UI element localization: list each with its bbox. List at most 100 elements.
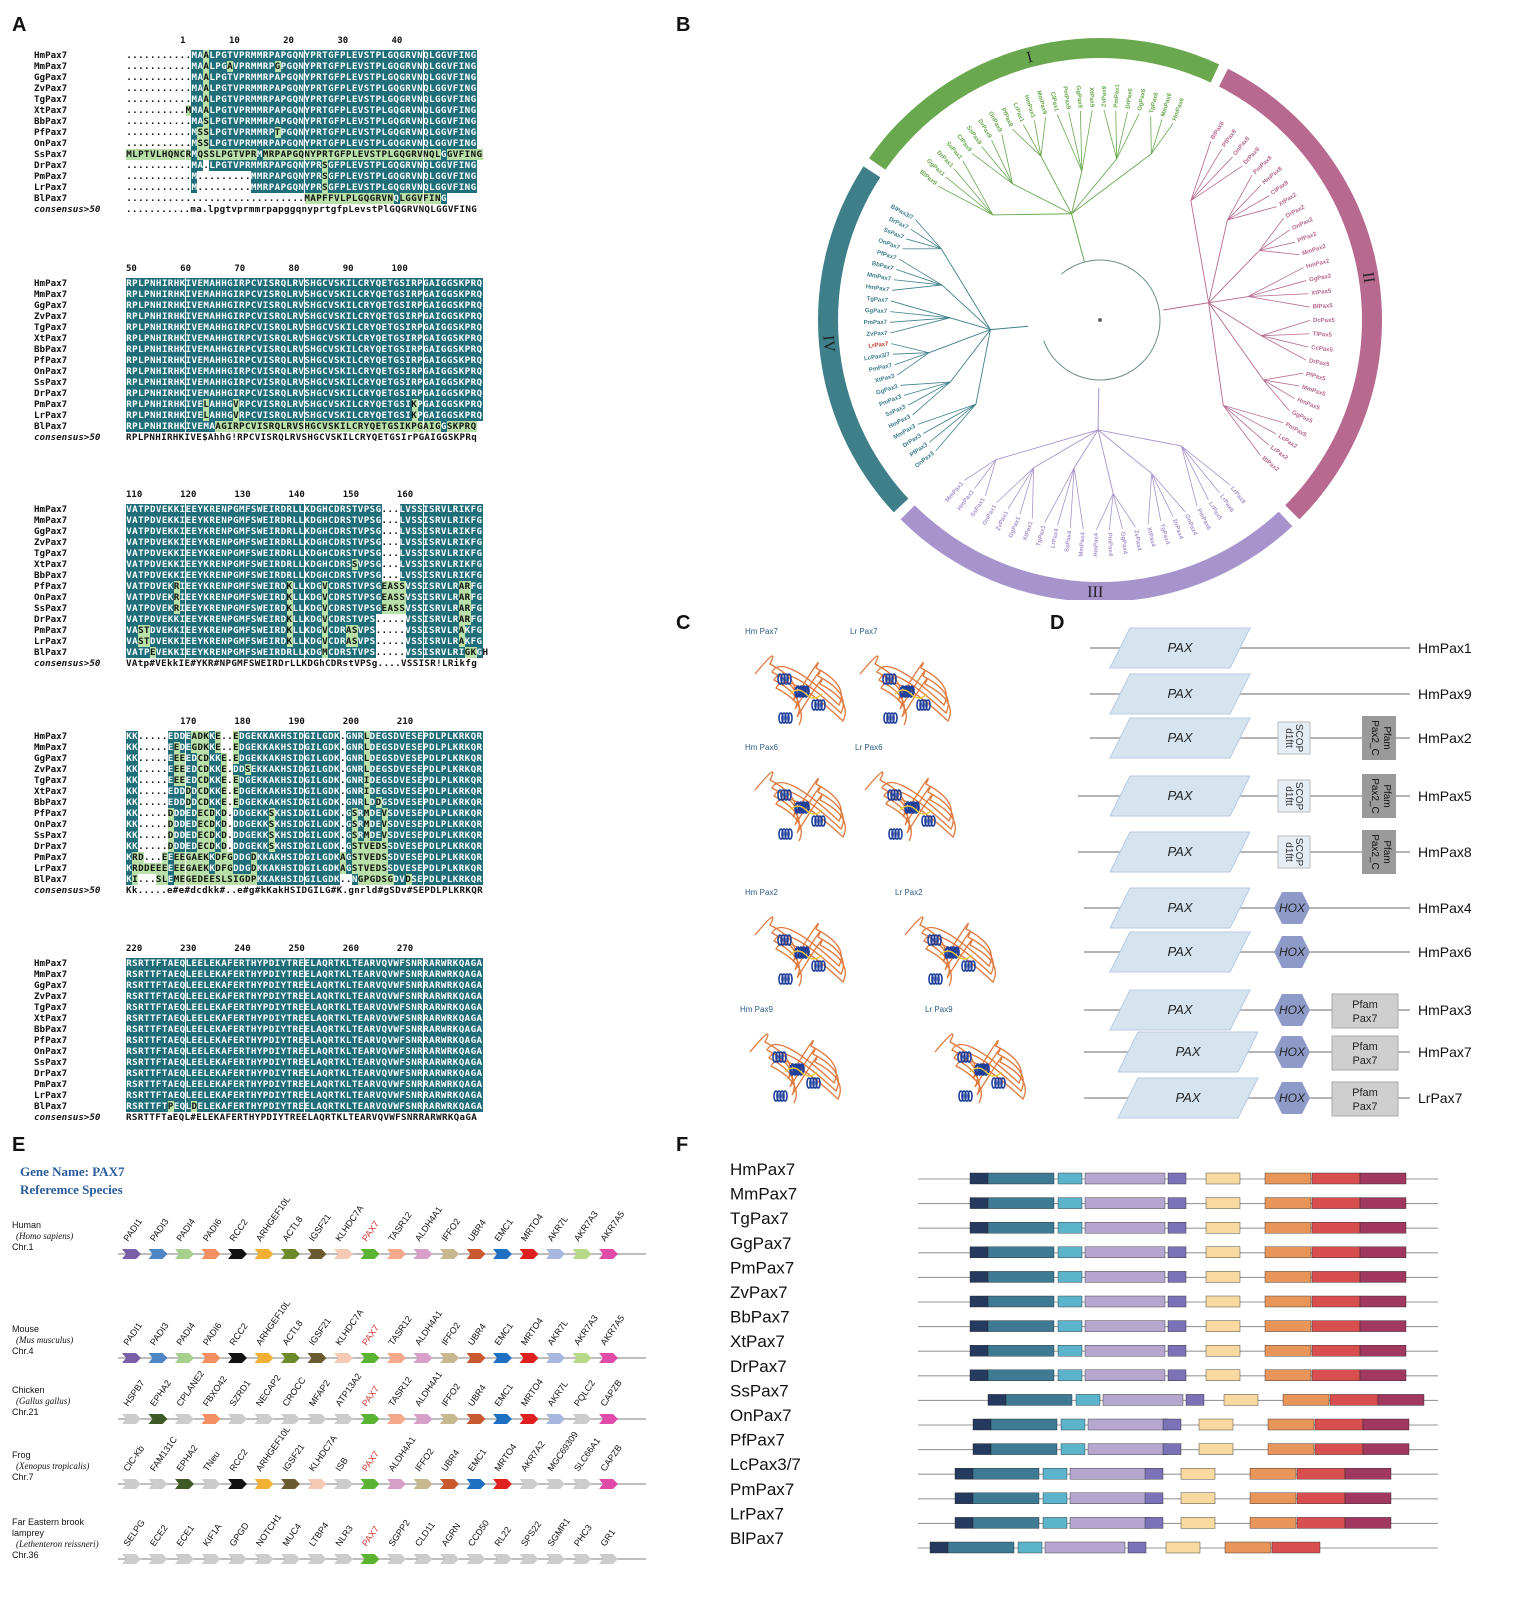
tree-branch <box>1261 335 1307 361</box>
gene-label: UBR4 <box>439 1448 461 1473</box>
sequence-text: RPLPNHIRHKIVELAHHGVRPCVISRQLRVSHGCVSKILC… <box>126 399 483 410</box>
motif-block <box>1084 1344 1166 1357</box>
gene-label: ECE1 <box>174 1523 196 1548</box>
gene-arrow <box>122 1249 141 1259</box>
coil-trace <box>934 1033 1026 1104</box>
gene-arrow <box>254 1414 274 1424</box>
alignment-row: SsPax7 RSRTTFTAEQLEELEKAFERTHYPDIYTREELAQ… <box>30 1057 630 1068</box>
alignment-row: MmPax7 RPLPNHIRHKIVEMAHHGIRPCVISRQLRVSHGC… <box>30 289 630 300</box>
protein-name-label: HmPax2 <box>1418 730 1472 746</box>
gene-label: UBR4 <box>466 1322 488 1347</box>
sequence-text: RPLPNHIRHKIVEMAHHGIRPCVISRQLRVSHGCVSKILC… <box>126 377 483 388</box>
motif-block <box>969 1221 989 1234</box>
alignment-row: PmPax7 KRD...EEEEGAEKKDFGDDGDKKAKHSIDGILG… <box>30 852 630 863</box>
gene-label: PADI1 <box>121 1217 144 1243</box>
alignment-row: SsPax7 RPLPNHIRHKIVEMAHHGIRPCVISRQLRVSHGC… <box>30 377 630 388</box>
alignment-ruler: 110 120 130 140 150 160 <box>126 490 414 500</box>
helix-segment <box>783 673 789 685</box>
protein-structure-image <box>749 1033 841 1104</box>
gene-arrow <box>360 1554 380 1564</box>
motif-block <box>1057 1320 1083 1332</box>
species-label: HmPax7 <box>34 278 68 289</box>
motif-block <box>1057 1369 1083 1382</box>
motif-block <box>969 1271 989 1283</box>
species-label: PfPax7 <box>34 1035 68 1046</box>
alignment-row: OnPax7 RPLPNHIRHKIVEMAHHGIRPCVISRQLRVSHGC… <box>30 366 630 377</box>
alignment-row: TgPax7 RPLPNHIRHKIVEMAHHGIRPCVISRQLRVSHGC… <box>30 322 630 333</box>
motif-row: XtPax7 <box>730 1332 1438 1357</box>
gene-label: EMC1 <box>492 1217 515 1243</box>
sequence-text: KI...SLEMEGEDEESLSIGDPKKAKHSIDGILGDK..NG… <box>126 874 483 885</box>
sequence-text: ...........MSSLPGTVPRMMRPTPGQNYPRTGFPLEV… <box>126 127 477 138</box>
motif-block <box>1180 1468 1216 1480</box>
tree-leaf-label: BlPax9 <box>918 170 938 188</box>
tree-branch <box>896 268 942 286</box>
species-label: XtPax7 <box>34 333 68 344</box>
gene-arrow <box>546 1249 565 1259</box>
gene-label: AKR7A5 <box>598 1313 626 1347</box>
gene-label: SGPP2 <box>386 1518 411 1548</box>
helix-segment <box>984 1063 990 1075</box>
motif-block <box>1057 1172 1083 1185</box>
tree-branch <box>1208 302 1264 381</box>
motif-block <box>1359 1344 1407 1357</box>
tree-leaf-label: CcPax5 <box>1311 345 1334 354</box>
motif-block <box>1069 1517 1151 1529</box>
motif-block <box>987 1172 1055 1185</box>
alignment-ruler: 1 10 20 30 40 <box>126 36 403 46</box>
consensus-label: consensus>50 <box>34 1112 101 1123</box>
pfam-domain <box>1362 774 1396 818</box>
motif-block <box>1084 1221 1166 1234</box>
species-latin-name: (Mus musculus) <box>16 1335 73 1345</box>
scop-domain <box>1277 835 1311 869</box>
tree-branch <box>1097 429 1182 447</box>
pax-domain-label: PAX <box>1167 900 1193 915</box>
motif-block <box>1344 1492 1392 1504</box>
gene-arrow <box>175 1479 194 1489</box>
helix-segment <box>909 685 915 697</box>
species-label: TgPax7 <box>34 1002 68 1013</box>
motif-block <box>1162 1443 1182 1455</box>
scop-domain-label: d1ftt <box>1283 728 1294 748</box>
gene-arrow <box>413 1249 433 1259</box>
motif-block <box>987 1394 1007 1406</box>
gene-arrow <box>307 1353 327 1363</box>
helix-segment <box>961 960 967 972</box>
alignment-row: XtPax7 RPLPNHIRHKIVEMAHHGIRPCVISRQLRVSHGC… <box>30 333 630 344</box>
structure-label: Hm Pax7 <box>745 627 778 636</box>
gene-label: PAX7 <box>360 1384 381 1408</box>
helix-segment <box>787 973 793 985</box>
gene-arrow <box>440 1249 459 1259</box>
gene-arrow <box>360 1353 380 1363</box>
helix-segment <box>806 1077 812 1089</box>
tree-leaf-label: ZvPax1 <box>995 510 1010 532</box>
structure-label: Lr Pax6 <box>855 743 883 752</box>
gene-arrow <box>413 1414 433 1424</box>
alignment-row: OnPax7 RSRTTFTAEQLEELEKAFERTHYPDIYTREELAQ… <box>30 1046 630 1057</box>
tree-branch <box>941 284 991 330</box>
clade-arc-IV <box>818 166 909 513</box>
strand-trace <box>784 1067 818 1077</box>
tree-leaf-label: LcPax2 <box>1277 434 1298 451</box>
alignment-ruler: 170 180 190 200 210 <box>126 717 414 727</box>
gene-arrow <box>599 1479 618 1489</box>
protein-structure-image <box>904 916 996 987</box>
tree-branch <box>1208 219 1228 303</box>
helix-segment <box>928 973 934 985</box>
pax-domain <box>1109 931 1251 973</box>
helix-segment <box>997 1077 1003 1089</box>
motif-block <box>1205 1369 1241 1382</box>
helix-segment <box>914 801 920 813</box>
helix-segment <box>925 699 931 711</box>
consensus-sequence: VAtp#VEkkIE#YKR#NPGMFSWEIRDrLLKDGhCDRstV… <box>126 658 478 669</box>
tree-leaf-label: PmPax6 <box>1195 508 1211 532</box>
consensus-sequence: RPLPNHIRHKIVE$AhhG!RPCVISRQLRVSHGCVSKILC… <box>126 432 478 443</box>
tree-leaf-label: BlPax5 <box>1312 303 1333 310</box>
sequence-text: ...........M.........MMRPAPGQNYPRSGFPLEV… <box>126 171 477 182</box>
tree-branch <box>923 403 977 434</box>
gene-label: RCC2 <box>227 1217 249 1243</box>
helix-segment <box>787 828 793 840</box>
helix-segment <box>781 828 787 840</box>
pfam-domain <box>1331 1081 1399 1117</box>
